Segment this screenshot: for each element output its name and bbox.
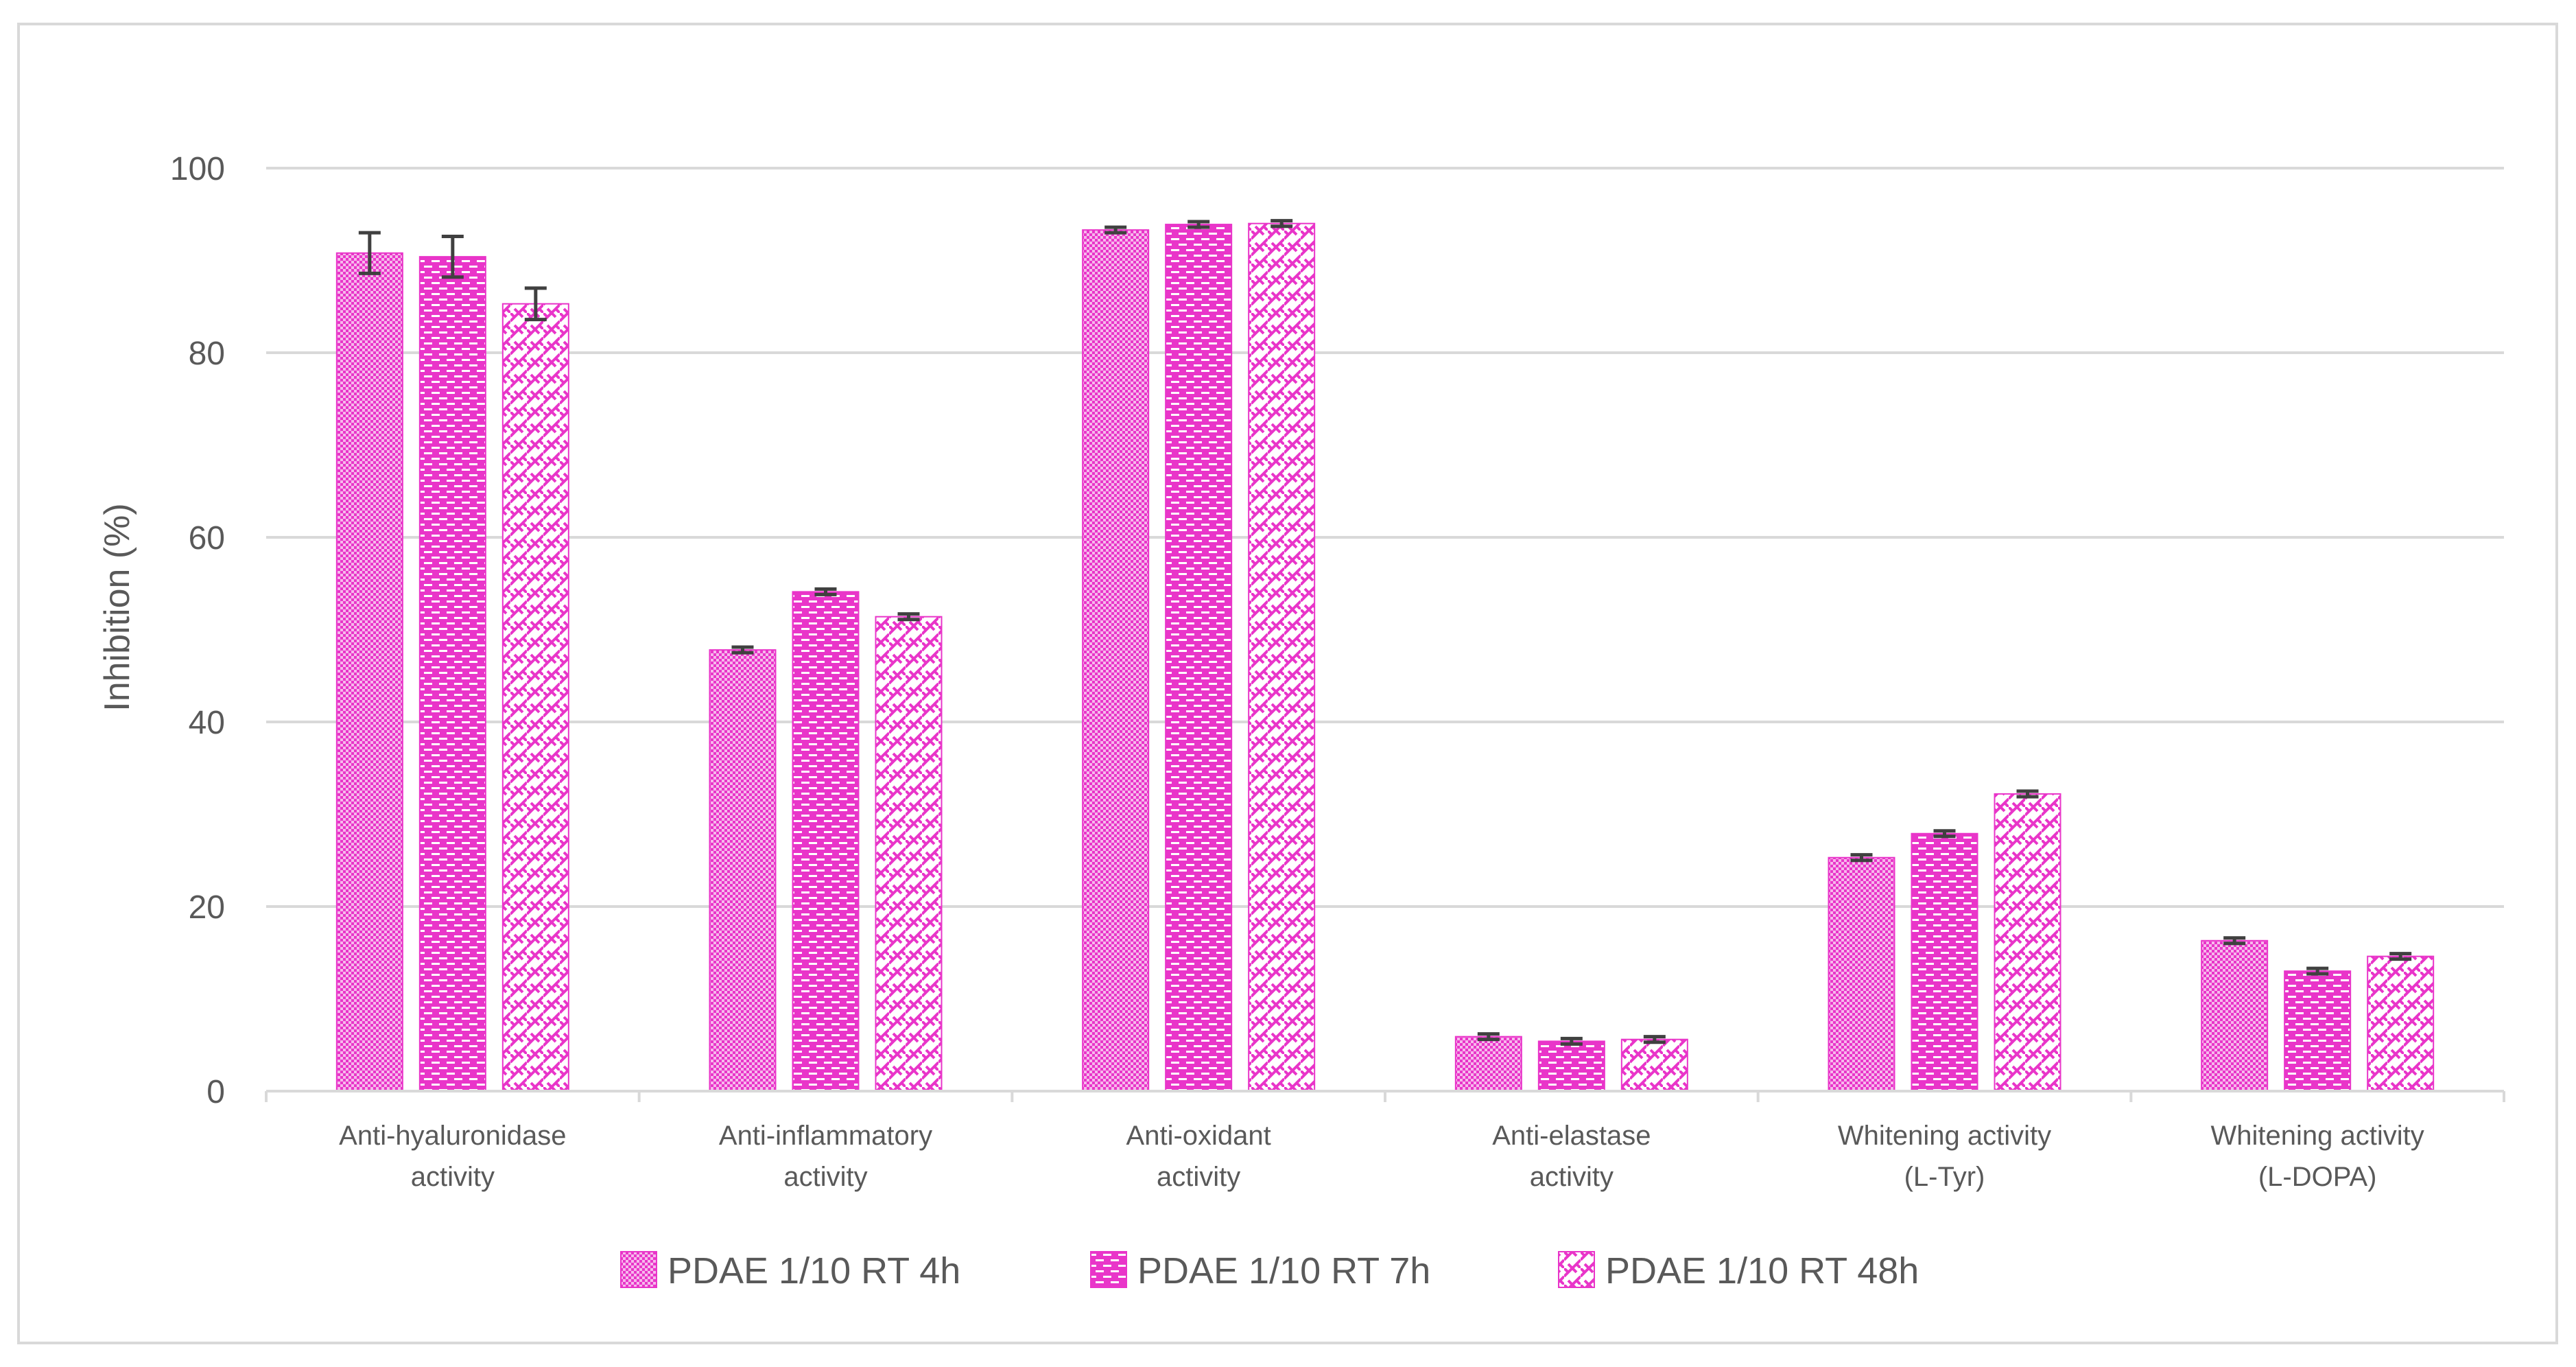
category-label-line: activity bbox=[411, 1162, 495, 1192]
bar bbox=[1454, 1036, 1522, 1093]
bar bbox=[1911, 832, 1978, 1092]
category-label: Whitening activity (L-DOPA) bbox=[2211, 1121, 2424, 1192]
category-label: Anti-oxidant activity bbox=[1126, 1121, 1271, 1192]
category-label: Anti-hyaluronidase activity bbox=[339, 1121, 566, 1192]
bar bbox=[418, 256, 486, 1092]
category-label-line: Anti-inflammatory bbox=[719, 1121, 932, 1151]
category-label-line: Anti-elastase bbox=[1492, 1121, 1651, 1151]
bar bbox=[2201, 939, 2269, 1093]
category-label: Anti-inflammatory activity bbox=[719, 1121, 932, 1192]
bar bbox=[1620, 1038, 1688, 1093]
legend-label: PDAE 1/10 RT 4h bbox=[667, 1250, 960, 1292]
legend-swatch bbox=[620, 1251, 657, 1288]
x-axis bbox=[265, 1090, 2505, 1102]
y-tick-label: 100 bbox=[170, 151, 225, 187]
bar bbox=[792, 591, 860, 1092]
category-label-line: Anti-hyaluronidase bbox=[339, 1121, 566, 1151]
category-label-line: (L-DOPA) bbox=[2258, 1162, 2377, 1192]
bar bbox=[709, 649, 777, 1092]
legend-swatch bbox=[1090, 1251, 1127, 1288]
y-tick-label: 40 bbox=[189, 705, 225, 741]
bar bbox=[335, 252, 403, 1092]
y-axis-title: Inhibition (%) bbox=[97, 503, 137, 711]
category-label: Anti-elastase activity bbox=[1492, 1121, 1651, 1192]
gridlines bbox=[266, 167, 2504, 908]
category-label-line: Anti-oxidant bbox=[1126, 1121, 1271, 1151]
bars bbox=[335, 222, 2435, 1093]
y-tick-label: 20 bbox=[189, 889, 225, 926]
bar bbox=[1828, 856, 1895, 1092]
legend-swatch bbox=[1558, 1251, 1595, 1288]
bar bbox=[2367, 955, 2435, 1092]
bar bbox=[1248, 222, 1316, 1093]
legend: PDAE 1/10 RT 4h PDAE 1/10 RT 7h PDAE 1/10 … bbox=[620, 1250, 1919, 1292]
category-label-line: Whitening activity bbox=[1838, 1121, 2051, 1151]
category-label-line: Whitening activity bbox=[2211, 1121, 2424, 1151]
bar bbox=[1994, 793, 2061, 1093]
category-label-line: activity bbox=[783, 1162, 867, 1192]
category-label-line: activity bbox=[1157, 1162, 1240, 1192]
error-bars bbox=[358, 219, 2412, 1046]
bar bbox=[1165, 224, 1233, 1092]
legend-label: PDAE 1/10 RT 7h bbox=[1137, 1250, 1430, 1292]
x-axis-labels: Anti-hyaluronidase activityAnti-inflammat… bbox=[339, 1121, 2424, 1192]
y-tick-label: 80 bbox=[189, 336, 225, 372]
category-label: Whitening activity (L-Tyr) bbox=[1838, 1121, 2051, 1192]
bar bbox=[2284, 970, 2352, 1093]
category-label-line: activity bbox=[1530, 1162, 1614, 1192]
y-tick-label: 0 bbox=[206, 1074, 225, 1110]
category-label-line: (L-Tyr) bbox=[1904, 1162, 1985, 1192]
bar bbox=[1082, 229, 1150, 1092]
bar bbox=[875, 616, 943, 1092]
y-tick-label: 60 bbox=[189, 520, 225, 557]
legend-label: PDAE 1/10 RT 48h bbox=[1605, 1250, 1919, 1292]
bar bbox=[1537, 1040, 1605, 1092]
y-axis-ticks: 0 20 40 60 80 100 bbox=[170, 151, 225, 1110]
bar bbox=[501, 303, 569, 1093]
